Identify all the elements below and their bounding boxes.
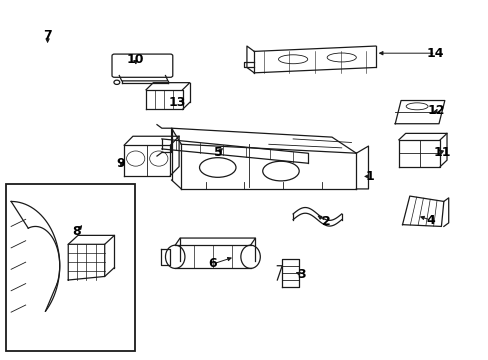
Text: 5: 5 (214, 146, 223, 159)
Text: 9: 9 (116, 157, 124, 170)
Text: 12: 12 (427, 104, 445, 117)
Text: 1: 1 (365, 170, 373, 183)
Text: 13: 13 (168, 96, 186, 109)
Text: 11: 11 (433, 146, 450, 159)
Text: 8: 8 (72, 225, 81, 238)
Text: 7: 7 (43, 29, 52, 42)
Bar (6, 184, 135, 351)
Text: 4: 4 (426, 213, 434, 226)
Text: 3: 3 (297, 268, 305, 281)
Text: 10: 10 (126, 53, 143, 66)
Text: 6: 6 (208, 257, 217, 270)
Text: 2: 2 (321, 215, 330, 228)
Text: 14: 14 (426, 47, 444, 60)
